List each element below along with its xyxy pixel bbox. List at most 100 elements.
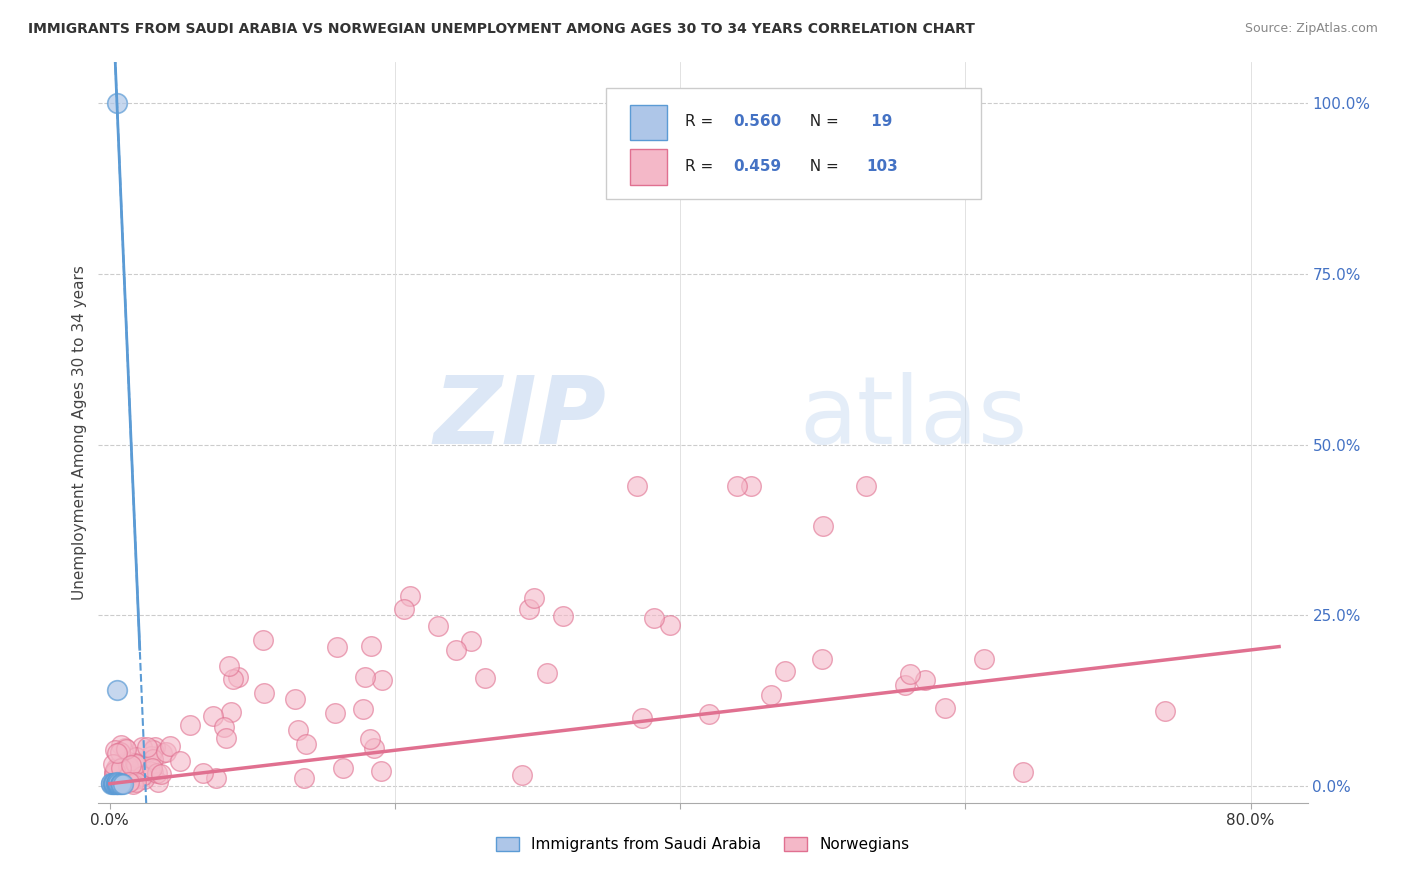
Point bbox=[124, 756, 146, 770]
Y-axis label: Unemployment Among Ages 30 to 34 years: Unemployment Among Ages 30 to 34 years bbox=[72, 265, 87, 600]
Text: IMMIGRANTS FROM SAUDI ARABIA VS NORWEGIAN UNEMPLOYMENT AMONG AGES 30 TO 34 YEARS: IMMIGRANTS FROM SAUDI ARABIA VS NORWEGIA… bbox=[28, 22, 974, 37]
Point bbox=[253, 686, 276, 700]
Text: 0.560: 0.560 bbox=[734, 114, 782, 129]
Text: 19: 19 bbox=[866, 114, 893, 129]
Point bbox=[117, 757, 139, 772]
Point bbox=[104, 743, 127, 757]
Point bbox=[551, 609, 574, 624]
Point bbox=[105, 777, 128, 791]
Text: Source: ZipAtlas.com: Source: ZipAtlas.com bbox=[1244, 22, 1378, 36]
Point bbox=[773, 664, 796, 678]
Point bbox=[150, 747, 173, 761]
Point bbox=[100, 777, 122, 791]
Point bbox=[914, 673, 936, 688]
Text: N =: N = bbox=[800, 114, 844, 129]
Point bbox=[523, 591, 546, 606]
Bar bbox=[630, 104, 666, 140]
Point bbox=[212, 720, 235, 734]
Text: 103: 103 bbox=[866, 159, 898, 174]
Point bbox=[110, 777, 132, 791]
Point bbox=[143, 740, 166, 755]
Point bbox=[121, 777, 143, 791]
Point bbox=[363, 740, 385, 755]
Point bbox=[811, 519, 834, 533]
Point bbox=[105, 761, 128, 775]
Point bbox=[392, 602, 415, 616]
Point bbox=[811, 652, 834, 666]
Point bbox=[101, 777, 124, 791]
Point bbox=[444, 643, 467, 657]
Point bbox=[120, 758, 142, 772]
Point bbox=[359, 732, 381, 747]
Point bbox=[292, 771, 315, 785]
Point bbox=[643, 611, 665, 625]
Point bbox=[124, 772, 146, 786]
Point bbox=[136, 739, 159, 754]
Point bbox=[125, 775, 148, 789]
Point bbox=[105, 776, 128, 790]
Point bbox=[221, 673, 243, 687]
Point bbox=[100, 776, 122, 790]
Text: atlas: atlas bbox=[800, 372, 1028, 464]
Point bbox=[146, 775, 169, 789]
Point bbox=[103, 756, 125, 771]
Point bbox=[1154, 704, 1177, 718]
Point bbox=[631, 711, 654, 725]
Point bbox=[371, 673, 394, 687]
Point bbox=[104, 777, 127, 791]
Point bbox=[219, 706, 242, 720]
Point bbox=[142, 743, 165, 757]
Point bbox=[353, 670, 375, 684]
Legend: Immigrants from Saudi Arabia, Norwegians: Immigrants from Saudi Arabia, Norwegians bbox=[491, 830, 915, 858]
Point bbox=[141, 761, 163, 775]
Point bbox=[117, 775, 139, 789]
Point bbox=[426, 619, 449, 633]
Point bbox=[398, 589, 420, 603]
Point bbox=[131, 739, 153, 754]
Point bbox=[132, 772, 155, 786]
Point bbox=[114, 741, 136, 756]
Point bbox=[122, 767, 145, 781]
Text: R =: R = bbox=[685, 159, 718, 174]
Point bbox=[725, 478, 748, 492]
Point bbox=[108, 745, 131, 759]
Point bbox=[103, 776, 125, 790]
Point bbox=[110, 776, 132, 790]
Point bbox=[146, 766, 169, 780]
Point bbox=[105, 746, 128, 760]
Point bbox=[894, 678, 917, 692]
Point bbox=[697, 707, 720, 722]
Point bbox=[360, 640, 382, 654]
Point bbox=[103, 764, 125, 779]
Point bbox=[103, 777, 125, 791]
Point bbox=[353, 702, 375, 716]
Point bbox=[108, 777, 131, 791]
Point bbox=[215, 731, 238, 745]
Point bbox=[150, 767, 173, 781]
Point bbox=[973, 652, 995, 666]
Point bbox=[218, 659, 240, 673]
Point bbox=[142, 752, 165, 766]
Point bbox=[226, 670, 249, 684]
Point bbox=[898, 666, 921, 681]
Point bbox=[759, 688, 782, 702]
Point bbox=[105, 683, 128, 698]
Point bbox=[474, 671, 496, 685]
Text: ZIP: ZIP bbox=[433, 372, 606, 464]
Point bbox=[740, 478, 762, 492]
Point bbox=[104, 776, 127, 790]
Point bbox=[193, 765, 215, 780]
Point bbox=[370, 764, 392, 778]
Point bbox=[626, 478, 648, 492]
Point bbox=[105, 96, 128, 111]
Point bbox=[323, 706, 346, 720]
Point bbox=[159, 739, 181, 753]
Point bbox=[252, 632, 274, 647]
Point bbox=[204, 772, 226, 786]
Point bbox=[934, 700, 956, 714]
Point bbox=[115, 754, 138, 768]
Point bbox=[131, 760, 153, 774]
Point bbox=[287, 723, 309, 737]
Point bbox=[460, 634, 482, 648]
Text: 0.459: 0.459 bbox=[734, 159, 782, 174]
